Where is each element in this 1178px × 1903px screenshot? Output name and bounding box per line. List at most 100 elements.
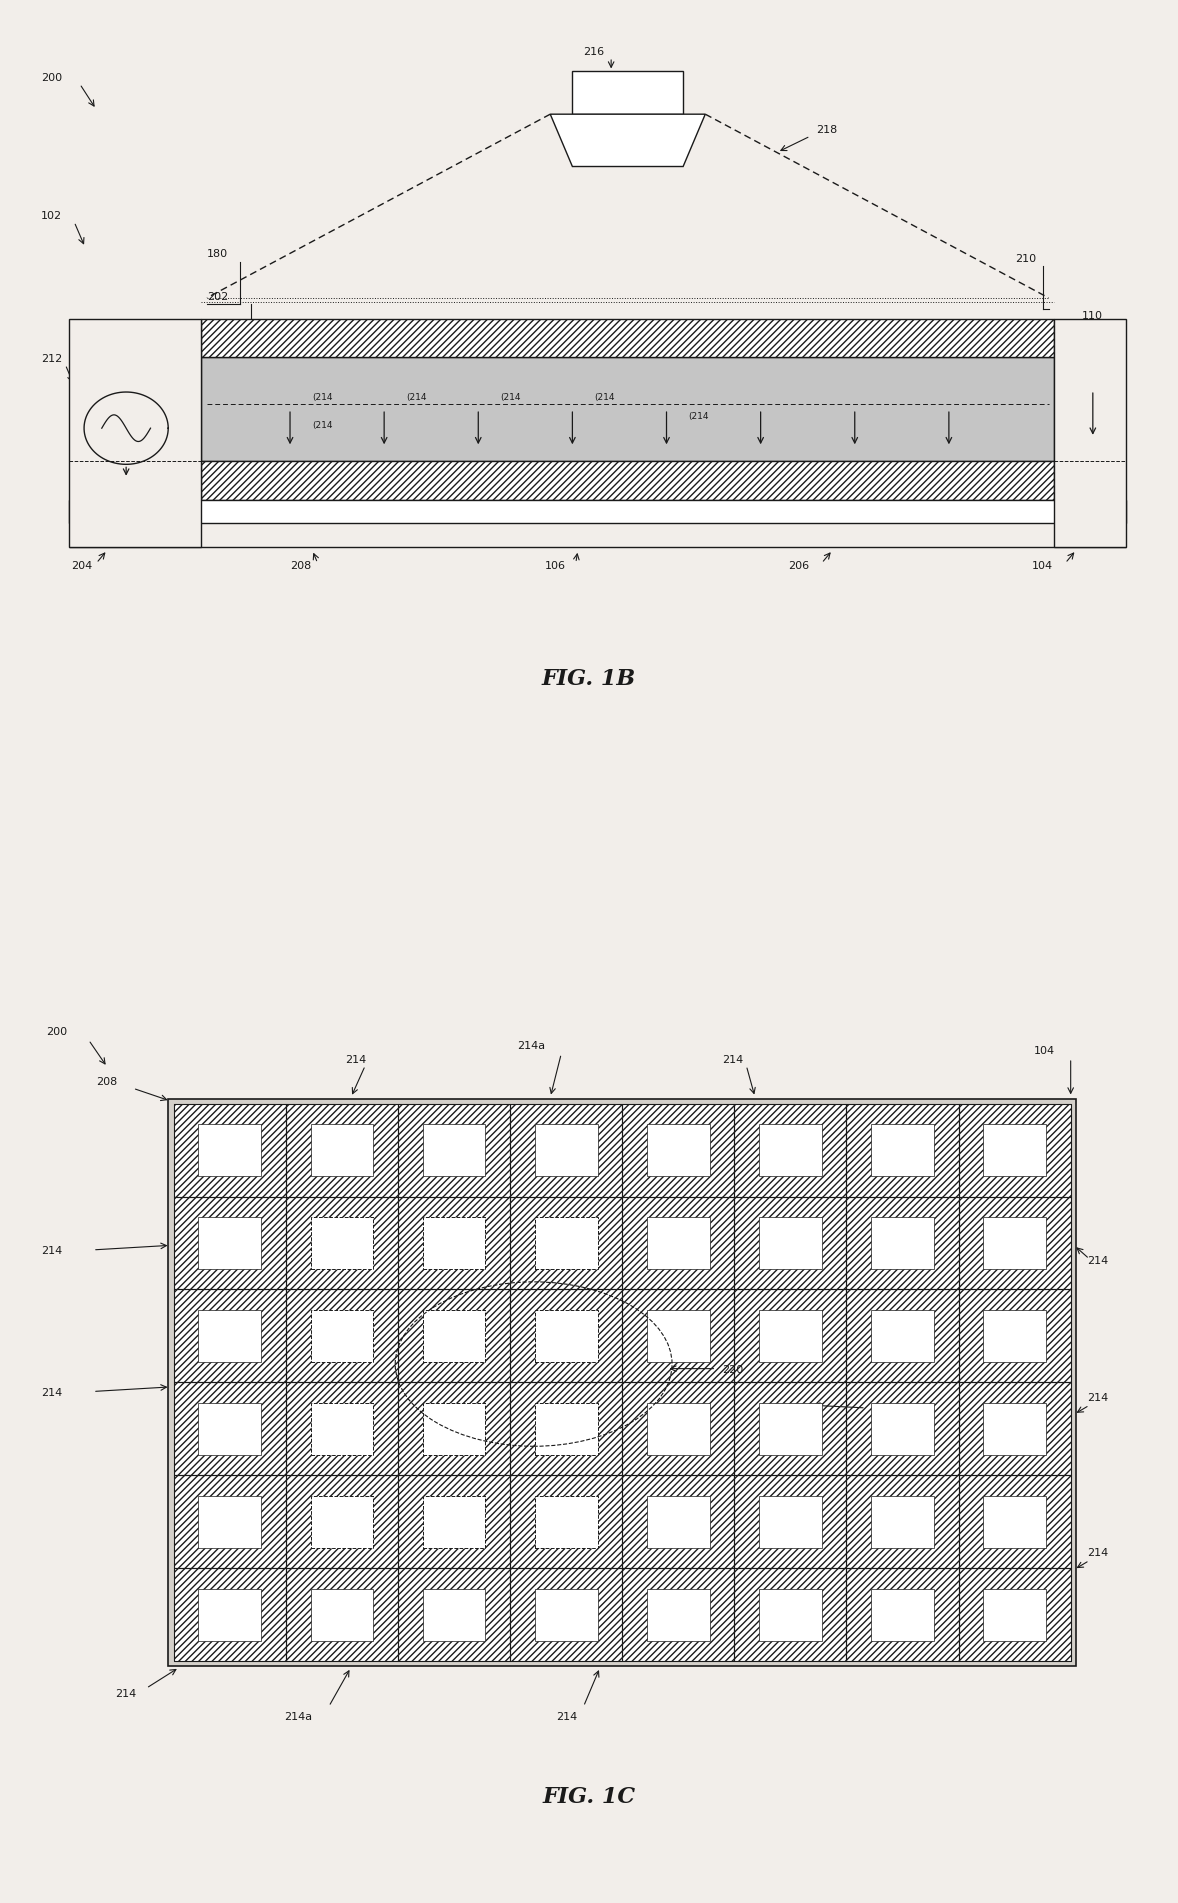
Bar [759,1496,822,1547]
Bar [959,1197,1071,1290]
Bar [510,1382,622,1475]
Bar [535,1496,597,1547]
Bar [286,1382,398,1475]
Bar [984,1496,1046,1547]
Bar [510,1197,622,1290]
Bar [510,1475,622,1568]
Bar [622,1568,734,1661]
Text: 204: 204 [71,561,92,571]
Bar [423,1309,485,1363]
Bar [847,1382,959,1475]
Bar [734,1568,847,1661]
Bar [398,1475,510,1568]
Text: 214: 214 [722,1054,743,1064]
Text: 102: 102 [41,211,62,221]
Bar [423,1496,485,1547]
Bar [286,1290,398,1382]
Bar [398,1475,510,1568]
Text: 202: 202 [207,291,229,303]
Text: (214: (214 [595,392,615,402]
Bar [871,1589,934,1640]
Text: 104: 104 [1034,1045,1055,1056]
Bar [68,320,201,548]
Bar [959,1104,1071,1197]
Bar [286,1104,398,1197]
Text: 206: 206 [788,561,809,571]
Bar [510,1382,622,1475]
Text: 214: 214 [41,1387,62,1399]
Text: 2B: 2B [1065,472,1078,483]
Bar [423,1589,485,1640]
Bar [168,1100,1077,1665]
Bar [847,1197,959,1290]
Text: 208: 208 [97,1077,118,1087]
Bar [311,1403,373,1454]
Bar [286,1382,398,1475]
Bar [535,1125,597,1176]
Bar [174,1290,286,1382]
Polygon shape [550,114,706,166]
Bar [174,1104,286,1197]
Bar [311,1125,373,1176]
Bar [847,1475,959,1568]
Bar [959,1568,1071,1661]
Bar [622,1382,734,1475]
Text: (214: (214 [312,421,332,430]
Bar [984,1589,1046,1640]
Bar [398,1290,510,1382]
Bar [984,1125,1046,1176]
Bar [198,1218,262,1269]
Text: 220: 220 [722,1364,743,1376]
Bar [847,1290,959,1382]
Text: 214: 214 [556,1713,577,1722]
Text: FIG. 1B: FIG. 1B [542,668,636,691]
Bar [622,1104,734,1197]
Bar [311,1496,373,1547]
Bar [535,1309,597,1363]
Bar [286,1197,398,1290]
Bar [510,1568,622,1661]
Bar [847,1568,959,1661]
Bar [847,1104,959,1197]
Bar [535,1403,597,1454]
Bar [984,1309,1046,1363]
Bar [174,1197,286,1290]
Bar [174,1382,286,1475]
Bar [286,1197,398,1290]
Bar [871,1218,934,1269]
Bar [174,1382,286,1475]
Bar [734,1290,847,1382]
Bar [423,1218,485,1269]
Bar [622,1290,734,1382]
Bar [198,1125,262,1176]
Bar [198,1589,262,1640]
Bar [510,1568,622,1661]
Bar [847,1568,959,1661]
Bar [647,1403,709,1454]
Bar [68,499,1126,523]
Bar [759,1403,822,1454]
Bar [959,1290,1071,1382]
Bar [959,1475,1071,1568]
Bar [1054,320,1126,548]
Bar [286,1568,398,1661]
Bar [198,1496,262,1547]
Bar [311,1218,373,1269]
Bar [984,1218,1046,1269]
Bar [286,1104,398,1197]
Text: 214a: 214a [872,1406,900,1416]
Bar [959,1382,1071,1475]
Text: 210: 210 [1015,253,1037,265]
Bar [510,1104,622,1197]
Bar [734,1290,847,1382]
Bar [959,1197,1071,1290]
Bar [423,1403,485,1454]
Bar [847,1197,959,1290]
Bar [286,1475,398,1568]
Bar [759,1309,822,1363]
Bar [734,1197,847,1290]
Bar [174,1104,286,1197]
Bar [647,1589,709,1640]
Bar [423,1125,485,1176]
Bar [959,1568,1071,1661]
